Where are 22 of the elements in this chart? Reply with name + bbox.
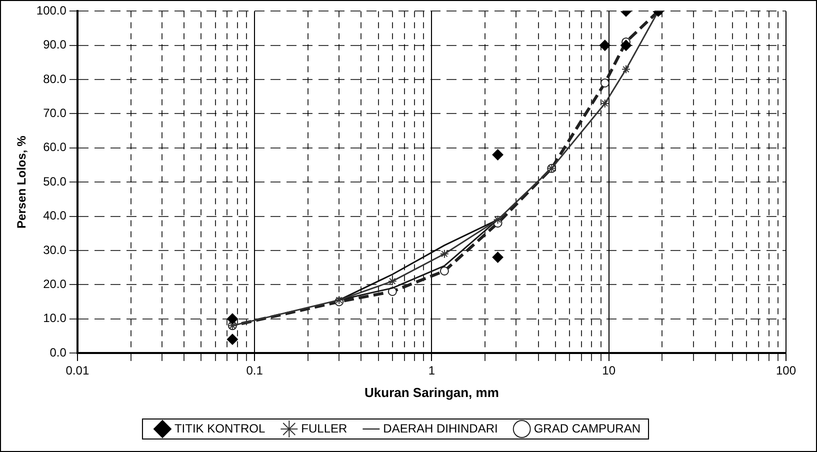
legend-label: FULLER — [301, 421, 348, 436]
y-tick-label: 50.0 — [43, 174, 67, 188]
y-tick-label: 30.0 — [43, 242, 67, 257]
x-tick-label: 0.01 — [66, 364, 90, 378]
y-tick-label: 60.0 — [43, 140, 67, 154]
x-tick-label: 0.1 — [246, 364, 264, 378]
y-tick-label: 0.0 — [50, 345, 67, 360]
y-axis-title: Persen Lolos, % — [14, 135, 29, 228]
y-tick-label: 70.0 — [43, 106, 67, 120]
legend-label: DAERAH DIHINDARI — [383, 421, 498, 436]
x-tick-label: 100 — [776, 364, 796, 378]
y-tick-label: 80.0 — [43, 72, 67, 86]
y-tick-label: 40.0 — [43, 208, 67, 223]
legend-label: GRAD CAMPURAN — [534, 421, 641, 436]
y-tick-label: 20.0 — [43, 276, 67, 291]
x-tick-label: 1 — [428, 364, 436, 378]
y-tick-label: 90.0 — [43, 38, 67, 52]
x-axis-title: Ukuran Saringan, mm — [364, 384, 499, 400]
y-tick-label: 10.0 — [43, 311, 67, 326]
legend-label: TITIK KONTROL — [174, 421, 266, 436]
y-tick-label: 100.0 — [36, 4, 67, 18]
x-tick-label: 10 — [602, 364, 616, 378]
